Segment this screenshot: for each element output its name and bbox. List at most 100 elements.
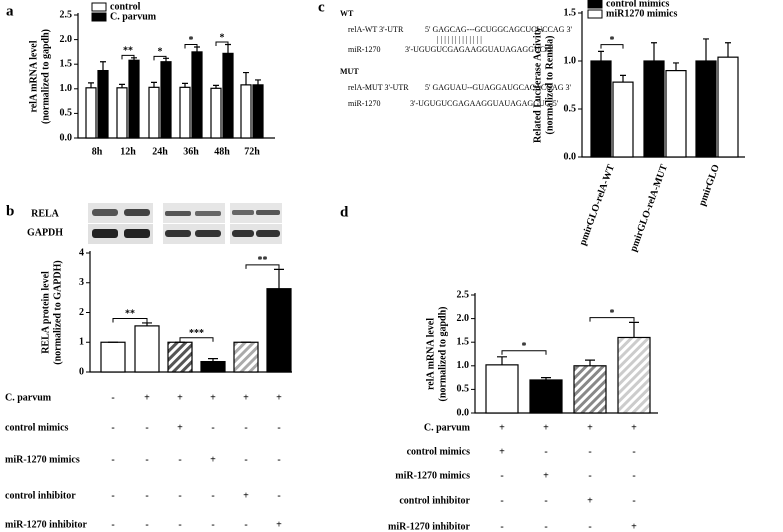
y-axis-label: (normalized to Renilla) bbox=[544, 36, 555, 135]
error-bar bbox=[88, 82, 94, 88]
significance-bracket bbox=[121, 54, 135, 60]
condition-label: control inhibitor bbox=[399, 495, 470, 506]
x-tick-label: 72h bbox=[244, 146, 260, 157]
bar bbox=[160, 61, 172, 139]
y-tick-label: 0.0 bbox=[60, 132, 73, 143]
y-tick-label: 0.0 bbox=[457, 407, 470, 418]
significance-bracket bbox=[153, 55, 167, 61]
condition-mark: - bbox=[544, 521, 547, 532]
condition-mark: + bbox=[177, 392, 183, 403]
bar bbox=[643, 60, 665, 158]
legend-swatch bbox=[587, 9, 603, 19]
seq-label: miR-1270 bbox=[348, 45, 380, 54]
condition-mark: - bbox=[145, 454, 148, 465]
panel-letter: b bbox=[6, 203, 14, 219]
significance-label: * bbox=[220, 32, 225, 43]
bar bbox=[590, 60, 612, 158]
seq-label: miR-1270 bbox=[348, 99, 380, 108]
legend-label: control mimics bbox=[606, 0, 670, 9]
y-tick-label: 3 bbox=[79, 277, 84, 288]
error-bar bbox=[213, 84, 219, 89]
condition-mark: - bbox=[544, 495, 547, 506]
bar bbox=[97, 69, 109, 139]
y-tick-label: 1.5 bbox=[60, 58, 73, 69]
bar bbox=[128, 59, 140, 139]
bar bbox=[485, 364, 519, 414]
error-bar bbox=[255, 79, 261, 85]
condition-mark: - bbox=[211, 519, 214, 530]
panel-letter: c bbox=[318, 0, 325, 15]
condition-mark: - bbox=[632, 470, 635, 481]
y-axis-label: Related Luciferase Activity bbox=[532, 27, 543, 143]
y-axis-label: relA mRNA level bbox=[425, 318, 436, 390]
seq-label: relA-MUT 3'-UTR bbox=[348, 83, 409, 92]
error-bar bbox=[497, 356, 507, 365]
bar bbox=[665, 69, 687, 158]
condition-mark: - bbox=[244, 422, 247, 433]
y-tick-label: 0.5 bbox=[564, 103, 577, 114]
condition-mark: + bbox=[587, 422, 593, 433]
condition-mark: - bbox=[211, 422, 214, 433]
bar bbox=[617, 336, 651, 414]
condition-mark: - bbox=[588, 521, 591, 532]
x-tick-label: pmirGLO bbox=[697, 163, 722, 208]
condition-mark: - bbox=[178, 490, 181, 501]
bar bbox=[179, 86, 191, 139]
legend-swatch bbox=[91, 2, 107, 12]
condition-mark: - bbox=[111, 454, 114, 465]
error-bar bbox=[620, 74, 626, 83]
condition-mark: + bbox=[276, 392, 282, 403]
condition-mark: + bbox=[144, 392, 150, 403]
condition-mark: - bbox=[500, 470, 503, 481]
condition-label: C. parvum bbox=[5, 392, 52, 403]
significance-bracket bbox=[589, 317, 635, 322]
significance-label: ** bbox=[125, 309, 135, 320]
condition-mark: - bbox=[111, 490, 114, 501]
error-bar bbox=[725, 42, 731, 58]
condition-mark: - bbox=[544, 446, 547, 457]
condition-mark: - bbox=[145, 490, 148, 501]
bar bbox=[148, 86, 160, 139]
legend-swatch bbox=[587, 0, 603, 9]
condition-mark: - bbox=[588, 470, 591, 481]
condition-mark: + bbox=[243, 490, 249, 501]
bar bbox=[233, 341, 259, 373]
y-tick-label: 0.5 bbox=[60, 108, 73, 119]
significance-label: ** bbox=[258, 255, 268, 266]
condition-mark: + bbox=[543, 470, 549, 481]
bar bbox=[85, 87, 97, 139]
bar bbox=[100, 341, 126, 373]
error-bar bbox=[100, 61, 106, 71]
error-bar bbox=[119, 83, 125, 88]
legend-label: miR1270 mimics bbox=[606, 8, 677, 19]
panel-letter: a bbox=[6, 3, 14, 19]
condition-mark: - bbox=[277, 490, 280, 501]
condition-label: C. parvum bbox=[424, 422, 471, 433]
error-bar bbox=[151, 81, 157, 88]
bar bbox=[573, 365, 607, 414]
error-bar bbox=[629, 321, 639, 338]
bar bbox=[266, 288, 292, 373]
wt-title: WT bbox=[340, 9, 354, 18]
significance-label: * bbox=[158, 47, 163, 58]
error-bar bbox=[541, 377, 551, 380]
condition-mark: + bbox=[499, 446, 505, 457]
condition-mark: + bbox=[177, 422, 183, 433]
sequence: 5' GAGUAU--GUAGGAUGCACACGAG 3' bbox=[425, 83, 572, 92]
bar bbox=[695, 60, 717, 158]
error-bar bbox=[598, 50, 604, 61]
error-bar bbox=[182, 82, 188, 88]
condition-label: control inhibitor bbox=[5, 490, 76, 501]
condition-mark: + bbox=[243, 392, 249, 403]
x-tick-label: 8h bbox=[92, 146, 103, 157]
condition-mark: - bbox=[244, 519, 247, 530]
condition-mark: + bbox=[210, 454, 216, 465]
bar bbox=[134, 325, 160, 373]
x-tick-label: 12h bbox=[120, 146, 136, 157]
condition-mark: - bbox=[277, 454, 280, 465]
y-tick-label: 4 bbox=[79, 247, 84, 258]
error-bar bbox=[585, 359, 595, 366]
condition-mark: - bbox=[178, 519, 181, 530]
legend-label: C. parvum bbox=[110, 11, 157, 22]
